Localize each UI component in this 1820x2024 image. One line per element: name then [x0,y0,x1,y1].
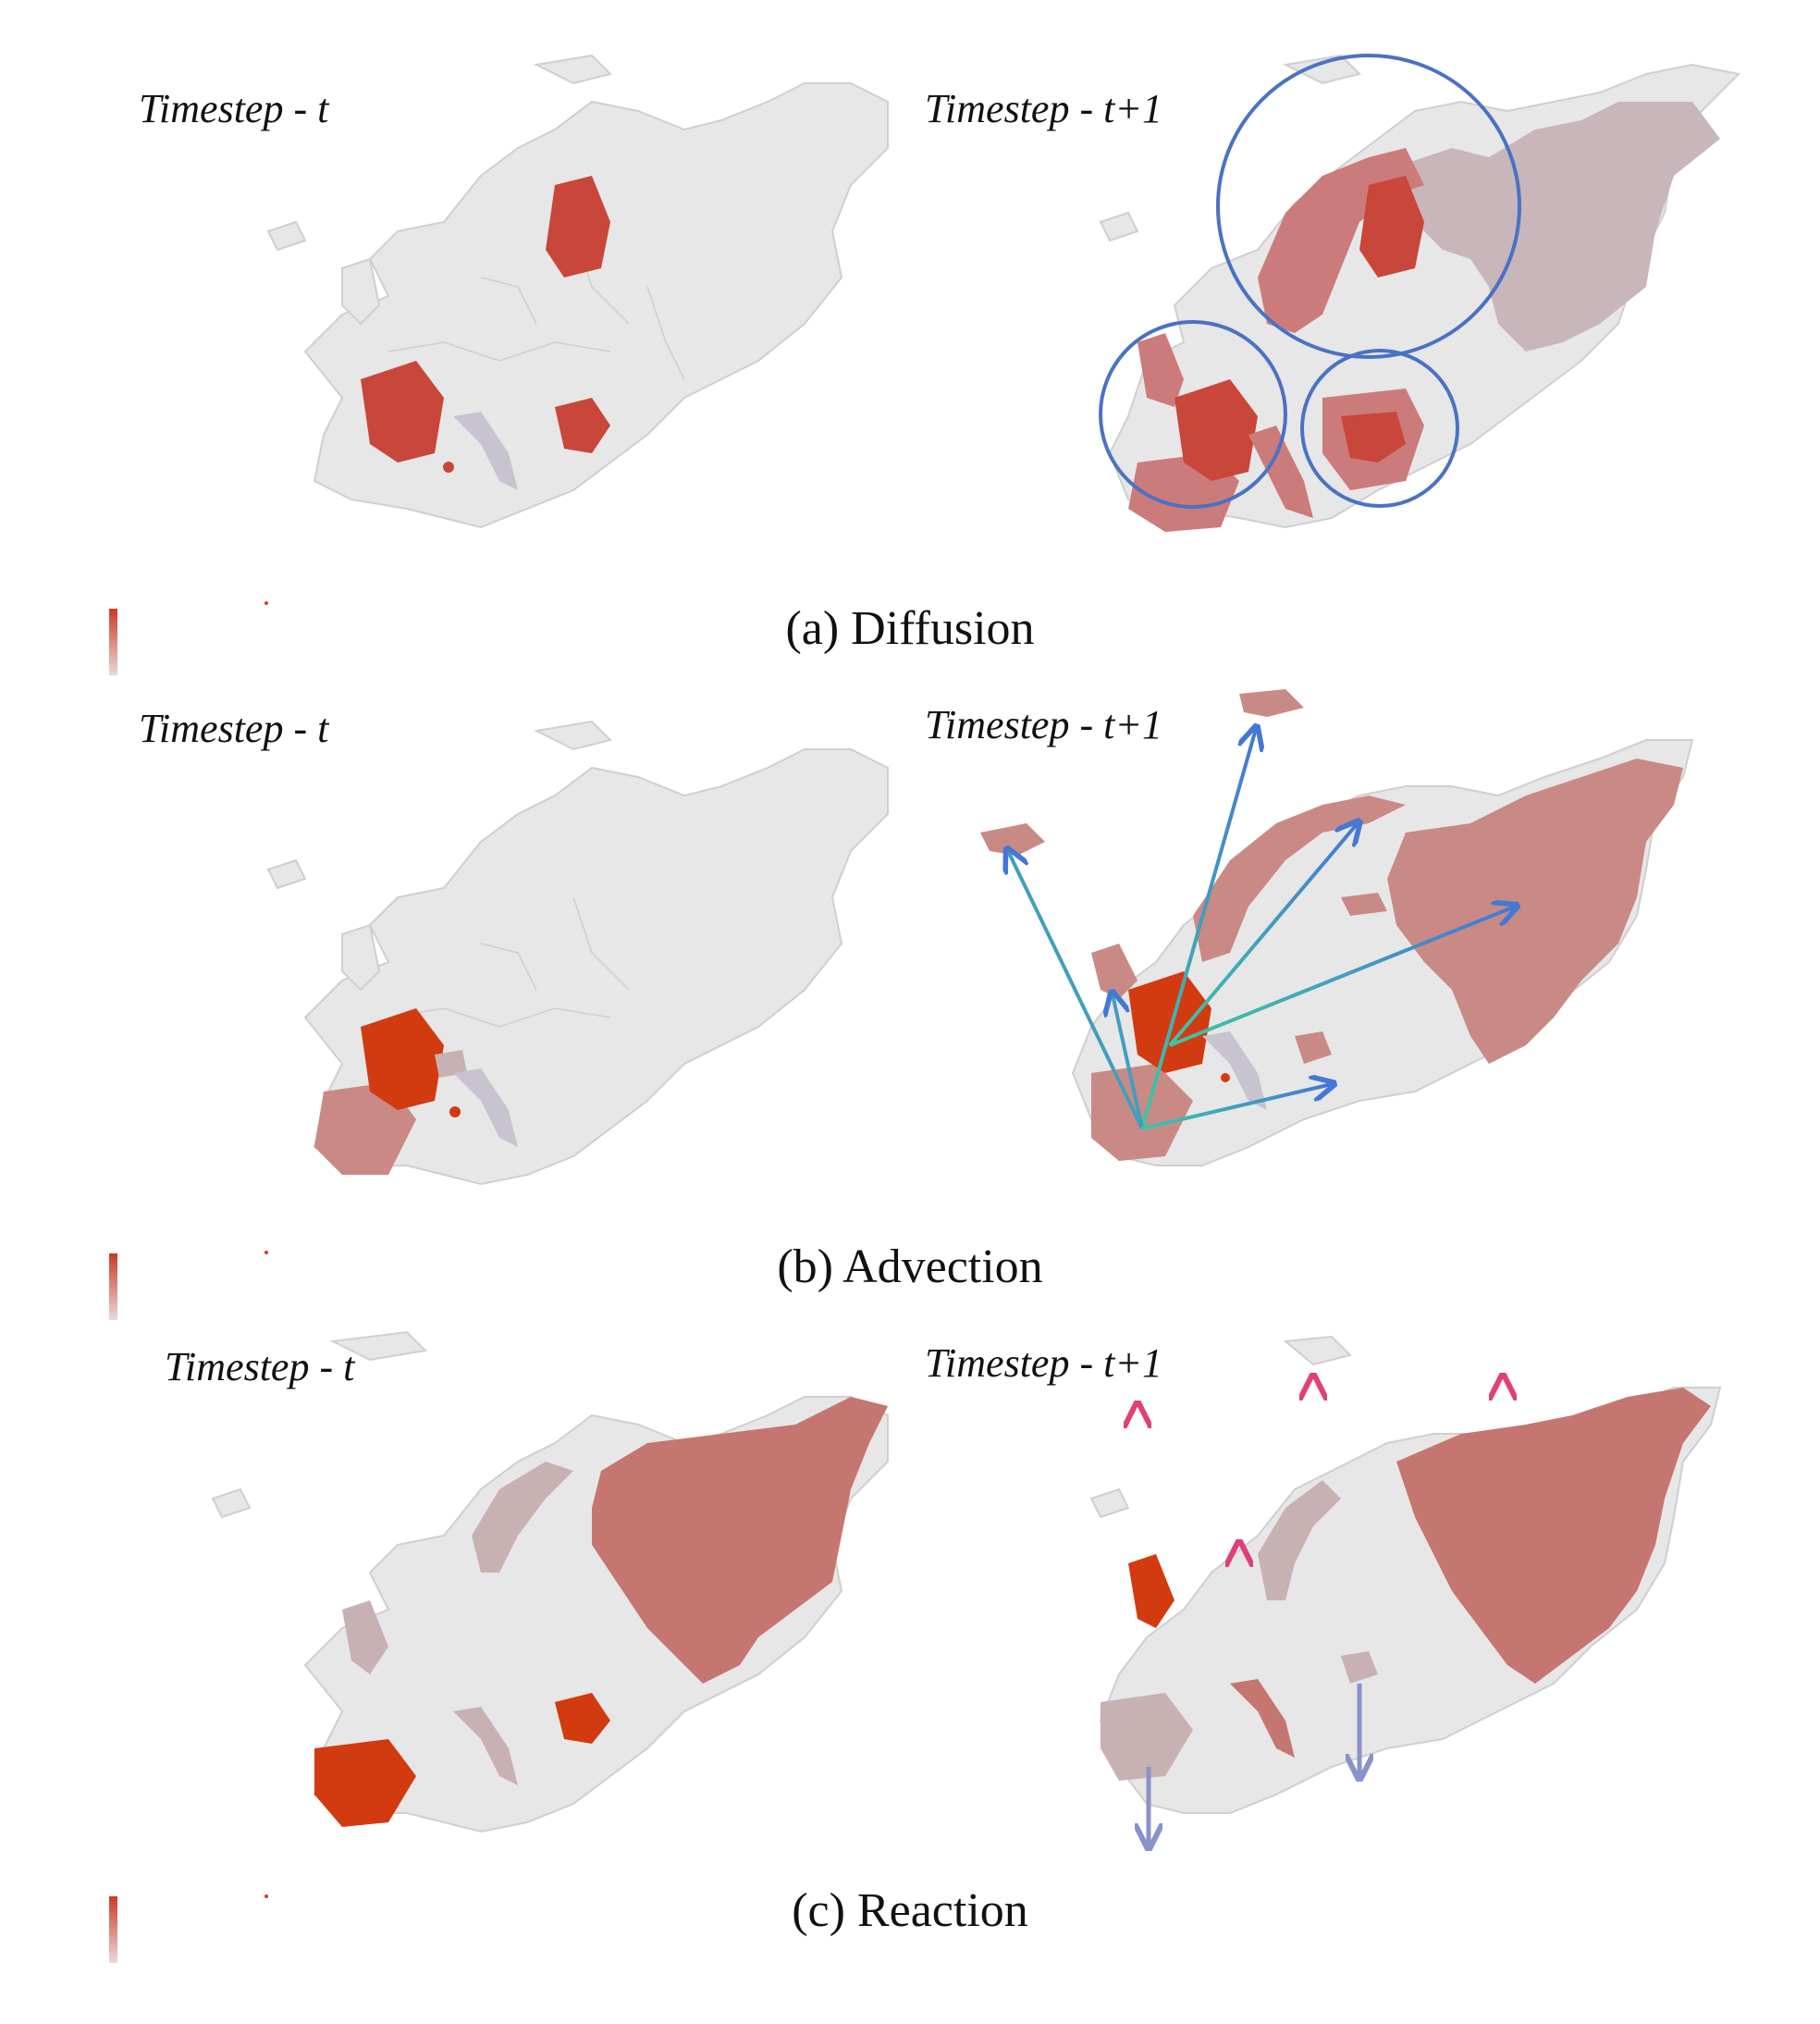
reaction-arrows [1138,1378,1503,1845]
legend-colorbar [109,1253,117,1320]
region-romania [1341,412,1406,463]
region-france [361,1008,444,1110]
region-scandinavia [1258,1480,1341,1600]
region-corsica [449,1106,461,1117]
left-timestep-label: Timestep - t [139,86,329,131]
diffusion-circle-north [1216,54,1521,359]
legend-marker [264,1894,268,1898]
region-france [1128,971,1211,1073]
region-italy [1202,1031,1267,1110]
right-timestep-label: Timestep - t+1 [925,1340,1163,1386]
advection-arrow-iceland [1008,851,1144,1129]
region-romania [555,398,610,453]
region-russia [1396,102,1720,352]
advection-arrow-finland [1168,823,1358,1047]
region-italy [1230,1679,1295,1758]
region-scandinavia [1193,796,1406,962]
advection-arrow-balkans [1141,1084,1332,1130]
caption: (c) Reaction [792,1884,1028,1937]
region-spain [314,1739,416,1827]
region-finland [1359,176,1424,278]
right-timestep-label: Timestep - t+1 [925,702,1163,747]
region-uk [342,1600,388,1674]
region-finland [546,176,610,278]
advection-arrow-uk [1113,994,1144,1129]
diffusion-circle-west [1099,320,1287,509]
left-timestep-label: Timestep - t [139,706,329,751]
region-uk [1138,333,1184,407]
left-timestep-label: Timestep - t [165,1344,355,1389]
map-timestep-t [266,720,889,1186]
advection-arrow-svalbard [1140,729,1256,1129]
region-romania [555,1693,610,1744]
region-corsica [1221,1073,1230,1082]
region-russia [592,1397,888,1684]
map-timestep-t1 [1089,1335,1722,1850]
region-russia [1396,1388,1711,1684]
map-timestep-t1 [980,689,1694,1166]
legend-marker [264,601,268,605]
diffusion-circle-east [1300,349,1459,508]
caption: (b) Advection [777,1240,1043,1293]
region-france [1174,379,1258,481]
panel-diffusion: Timestep - t Timestep - t+1 (a) Diffusio… [0,0,1820,685]
map-timestep-t1 [1099,54,1741,532]
region-iceland [980,823,1045,856]
advection-arrow-russia [1169,907,1515,1047]
region-balkans [1295,1031,1332,1064]
region-italy-light [453,1068,518,1147]
panel-reaction: Timestep - t Timestep - t+1 [0,1330,1820,2024]
region-balkans [1341,1651,1378,1684]
region-scandinavia [472,1462,573,1573]
legend-marker [264,1251,268,1254]
region-italy [453,1707,518,1785]
region-italy-light [453,412,518,490]
region-corsica [443,462,454,473]
map-timestep-t [266,54,889,529]
map-timestep-t [211,1330,889,1833]
region-uk [1091,944,1138,999]
caption: (a) Diffusion [785,602,1035,655]
region-spain [1091,1064,1193,1161]
region-uk [1128,1554,1174,1628]
region-italy [1248,426,1313,518]
panel-advection: Timestep - t Timestep - t+1 [0,685,1820,1332]
region-russia [1387,759,1683,1064]
advection-arrows [1008,729,1515,1130]
region-france [361,361,444,463]
region-svalbard [1239,689,1304,717]
legend-colorbar [109,1896,117,1963]
right-timestep-label: Timestep - t+1 [925,86,1163,131]
region-spain [1101,1693,1193,1781]
legend-colorbar [109,609,117,675]
region-baltic [1341,893,1387,916]
region-switzerland [435,1050,467,1078]
